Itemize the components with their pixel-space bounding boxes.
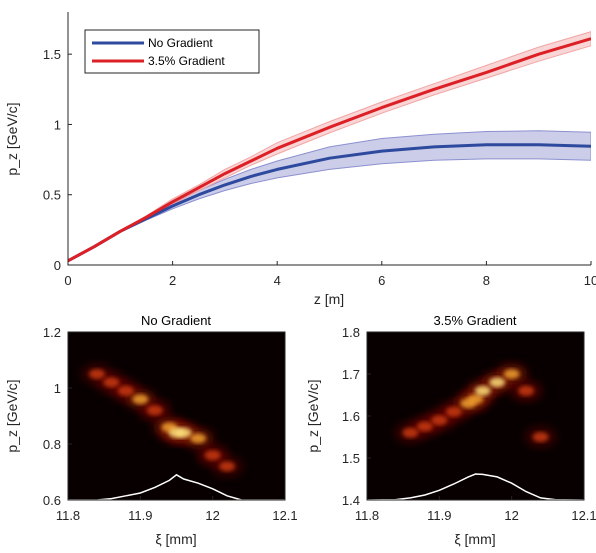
bottom-left-x-label: ξ [mm] <box>155 531 196 547</box>
bottom-right-y-label: p_z [GeV/c] <box>305 379 321 452</box>
x-tick-label: 2 <box>169 273 176 288</box>
heatmap-no-gradient <box>80 363 244 478</box>
legend-label-no-gradient: No Gradient <box>148 36 213 50</box>
heatmap-core <box>175 427 192 438</box>
x-tick-label: 8 <box>483 273 490 288</box>
top-x-label: z [m] <box>314 291 344 307</box>
heatmap-core <box>532 432 549 442</box>
y-tick-label: 1.8 <box>342 325 360 340</box>
legend: No Gradient 3.5% Gradient <box>84 29 260 74</box>
x-tick-label: 12 <box>205 508 219 523</box>
y-tick-label: 0.6 <box>43 493 61 508</box>
top-y-label: p_z [GeV/c] <box>4 102 20 175</box>
series-line-1 <box>68 37 591 263</box>
legend-box <box>84 29 260 74</box>
heatmap-background <box>68 332 285 500</box>
y-tick-label: 1.6 <box>342 409 360 424</box>
heatmap-core <box>402 427 419 438</box>
x-tick-label: 6 <box>378 273 385 288</box>
heatmap-gradient <box>394 363 557 448</box>
bottom-left-y-ticks: 0.6 0.8 1 1.2 <box>43 325 72 508</box>
x-tick-label: 12.1 <box>272 508 297 523</box>
heatmap-core <box>88 369 105 379</box>
x-tick-label: 12.1 <box>571 508 596 523</box>
bottom-right-x-ticks: 11.8 11.9 12 12.1 <box>355 496 596 523</box>
y-tick-label: 0.8 <box>43 437 61 452</box>
heatmap-core <box>467 394 484 405</box>
bottom-left-y-label: p_z [GeV/c] <box>4 379 20 452</box>
heatmap-core <box>219 461 236 472</box>
x-tick-label: 12 <box>504 508 518 523</box>
heatmap-core <box>416 421 433 432</box>
heatmap-core <box>445 406 462 417</box>
y-tick-label: 1.4 <box>342 493 360 508</box>
x-tick-label: 10 <box>584 273 596 288</box>
y-tick-label: 0 <box>54 258 61 273</box>
heatmap-core <box>503 369 520 379</box>
heatmap-core <box>117 385 134 396</box>
x-tick-label: 0 <box>64 273 71 288</box>
heatmap-core <box>204 450 221 461</box>
top-panel: 0 2 4 6 8 10 0 0.5 1 1.5 z [m] p_z [GeV/c] No Gr… <box>4 12 596 307</box>
bottom-right-x-label: ξ [mm] <box>454 531 495 547</box>
bottom-left-panel: No Gradient 11.8 11.9 12 12.1 0.6 0.8 1 1.2 ξ … <box>4 313 298 547</box>
bottom-left-title: No Gradient <box>141 313 211 328</box>
legend-label-gradient: 3.5% Gradient <box>148 54 225 68</box>
bottom-left-x-ticks: 11.8 11.9 12 12.1 <box>56 496 298 523</box>
heatmap-core <box>431 415 448 426</box>
bottom-right-title: 3.5% Gradient <box>433 313 516 328</box>
x-tick-label: 11.9 <box>128 508 152 523</box>
y-tick-label: 1.2 <box>43 325 61 340</box>
series-lines <box>68 37 591 263</box>
heatmap-background <box>367 332 584 500</box>
y-tick-label: 0.5 <box>43 188 61 203</box>
y-tick-label: 1 <box>54 117 61 132</box>
heatmap-core <box>518 385 535 396</box>
bottom-right-panel: 3.5% Gradient 11.8 11.9 12 12.1 1.41.51.61.… <box>305 313 596 547</box>
x-tick-label: 11.8 <box>56 508 80 523</box>
y-tick-label: 1.7 <box>342 367 360 382</box>
heatmap-core <box>132 394 149 405</box>
heatmap-core <box>146 405 163 416</box>
heatmap-core <box>190 433 207 444</box>
heatmap-core <box>474 385 491 396</box>
y-tick-label: 1.5 <box>342 451 360 466</box>
y-tick-label: 1.5 <box>43 47 61 62</box>
top-y-ticks: 0 0.5 1 1.5 <box>43 47 72 273</box>
y-tick-label: 1 <box>54 381 61 396</box>
bottom-left-axes <box>67 331 286 501</box>
current-profile-no-gradient <box>68 473 285 500</box>
x-tick-label: 4 <box>274 273 281 288</box>
x-tick-label: 11.9 <box>427 508 451 523</box>
bottom-right-y-ticks: 1.4 1.5 1.6 1.7 1.8 <box>342 325 371 508</box>
heatmap-core <box>103 377 120 388</box>
current-profile-gradient <box>367 473 584 500</box>
x-tick-label: 11.8 <box>355 508 379 523</box>
top-x-ticks: 0 2 4 6 8 10 <box>64 261 596 288</box>
heatmap-core <box>489 377 506 388</box>
